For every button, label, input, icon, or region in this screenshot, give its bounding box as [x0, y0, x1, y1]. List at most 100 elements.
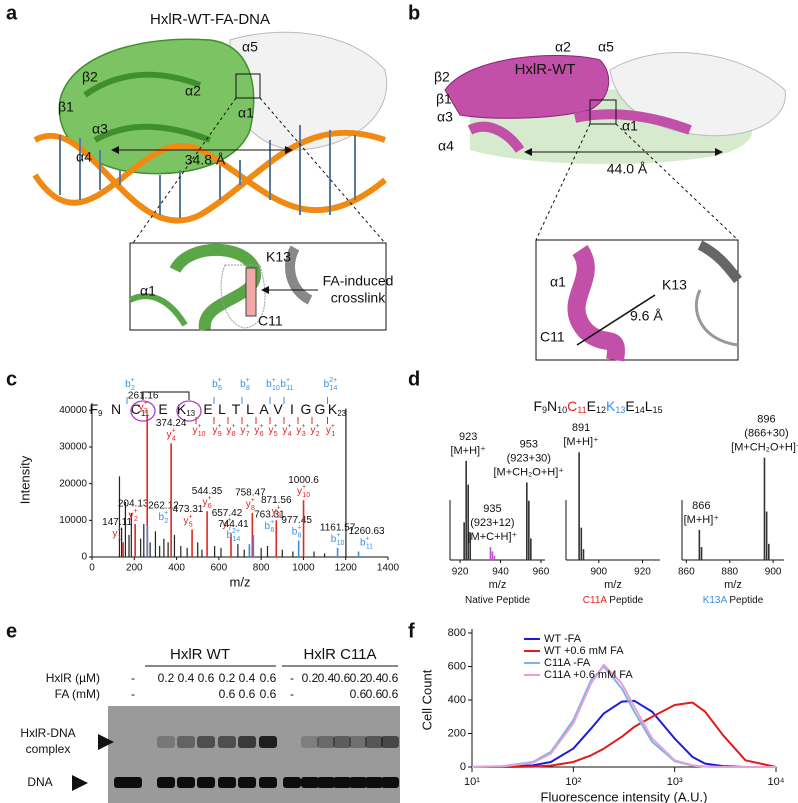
residue-number: 13	[186, 409, 195, 418]
band-label: HxlR-DNA	[20, 726, 75, 740]
peak	[124, 502, 127, 557]
residue: G	[301, 401, 312, 417]
legend-label: C11A +0.6 mM FA	[544, 669, 633, 681]
ion-charge: +	[336, 532, 340, 539]
peak-annotation: (866+30)	[744, 428, 788, 440]
fa-conc: -	[290, 687, 294, 701]
ion-charge: +	[272, 377, 276, 384]
helix	[573, 109, 692, 135]
peak-annotation: [M+H]⁺	[563, 436, 599, 448]
peak	[493, 555, 496, 560]
peak	[467, 484, 469, 560]
legend-label: WT -FA	[544, 633, 582, 645]
y-tick-label: 0	[81, 552, 87, 563]
hxlr-conc: 0.2	[219, 671, 236, 685]
ion-number: 2	[134, 516, 138, 523]
panel-label: a	[6, 2, 18, 24]
y-tick-label: 600	[448, 660, 466, 672]
dna-band	[317, 777, 335, 788]
residue: N	[111, 401, 121, 417]
peak	[206, 511, 208, 557]
residue-letter: C	[567, 398, 577, 414]
residue: V	[273, 401, 283, 417]
inset-label: C11	[258, 313, 283, 329]
ion-charge: +	[118, 526, 122, 533]
hxlr-conc: 0.4	[366, 671, 383, 685]
complex-band	[365, 736, 383, 748]
ion-letter: b	[280, 379, 286, 390]
residue-letter: E	[158, 401, 167, 417]
peak-annotation: [M+H]⁺	[450, 445, 486, 457]
ion-label: y+ 6	[254, 423, 263, 438]
ion-label: b+ 11	[280, 377, 293, 392]
residue: I	[290, 401, 294, 417]
peak	[491, 551, 494, 560]
residue: T	[232, 401, 241, 417]
ion-number: 6	[260, 431, 264, 438]
ion-label: y+ 1	[326, 423, 335, 438]
x-tick-label: 10²	[565, 776, 581, 788]
inset-label: α1	[550, 274, 566, 290]
peak	[251, 513, 254, 557]
ion-charge: +	[245, 423, 249, 430]
ion-number: 8	[246, 385, 250, 392]
x-tick-label: 1400	[377, 563, 400, 574]
panel-label: f	[408, 620, 415, 642]
peak	[465, 460, 467, 560]
ion-charge: +	[331, 423, 335, 430]
residue-letter: E	[203, 401, 212, 417]
fa-conc: 0.6	[219, 687, 236, 701]
ion-charge: 2+	[329, 377, 337, 384]
peak	[260, 547, 262, 557]
residue-letter: L	[246, 401, 254, 417]
ion-number: 5	[274, 431, 278, 438]
ion-charge: +	[188, 513, 192, 520]
ion-letter: y	[272, 506, 277, 517]
peak	[230, 533, 232, 557]
ion-charge: +	[273, 423, 277, 430]
residue-letter: L	[645, 398, 653, 414]
structure-label: α3	[92, 121, 108, 137]
dna-band	[197, 777, 215, 788]
ion-number: 3	[144, 408, 148, 415]
fa-conc: -	[131, 687, 135, 701]
complex-band	[218, 736, 236, 748]
peak-mz-label: 1000.6	[288, 475, 319, 486]
peak	[763, 457, 766, 560]
dna-band	[283, 777, 301, 788]
annotation: FA-induced	[323, 273, 394, 289]
ion-number: 10	[337, 540, 345, 547]
coil	[694, 289, 739, 347]
ion-letter: b	[265, 521, 271, 532]
ion-letter: y	[246, 499, 251, 510]
y-axis-label: Cell Count	[419, 669, 434, 730]
ion-number: 5	[189, 521, 193, 528]
ion-letter: b	[159, 511, 165, 522]
ion-label: y+ 4	[167, 427, 176, 442]
peak	[121, 527, 123, 557]
ion-charge: +	[287, 423, 291, 430]
ion-charge: 2+	[232, 528, 240, 535]
distance-label: 44.0 Å	[607, 161, 648, 177]
ion-letter: y	[282, 425, 287, 436]
ion-charge: +	[197, 423, 201, 430]
ion-letter: y	[268, 425, 273, 436]
peak	[130, 513, 132, 557]
hxlr-conc: -	[290, 671, 294, 685]
peak	[149, 542, 151, 557]
ion-number: 4	[288, 431, 292, 438]
x-tick-label: 10⁴	[768, 776, 785, 788]
ion-charge: +	[207, 495, 211, 502]
peak-mz-label: 204.13	[118, 499, 149, 510]
peak	[118, 476, 121, 557]
gel	[108, 706, 400, 803]
peak-mz-label: 261.16	[128, 390, 159, 401]
ion-label: b+ 2	[125, 377, 135, 392]
peak-mz-label: 763.31	[254, 510, 285, 521]
ion-number: 11	[286, 385, 293, 392]
ion-label: y+ 2	[310, 423, 319, 438]
ion-letter: y	[310, 425, 315, 436]
zoom-box	[589, 99, 617, 125]
hxlr-conc: -	[131, 671, 135, 685]
ion-charge: +	[301, 423, 305, 430]
